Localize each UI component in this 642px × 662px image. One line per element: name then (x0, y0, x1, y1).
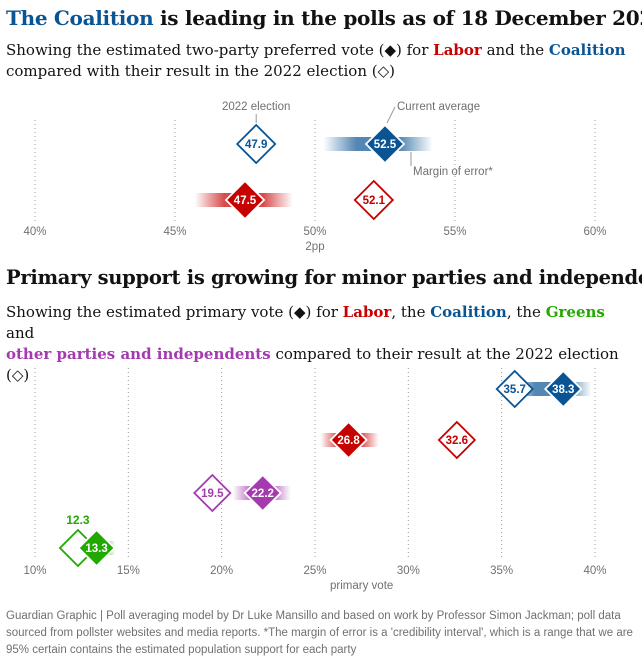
chart1-title-lead: The Coalition (6, 6, 154, 30)
tick-label-40: 40% (23, 226, 46, 238)
tick-label-20: 20% (210, 565, 233, 577)
chart2-subtitle-labor: Labor (342, 303, 392, 321)
tick-label-15: 15% (117, 565, 140, 577)
footer-source: Guardian Graphic | Poll averaging model … (6, 610, 633, 656)
chart2-subtitle-text: Showing the estimated primary vote (◆) f… (6, 303, 343, 321)
annotation-2022-election: 2022 election (222, 101, 290, 113)
tick-label-55: 55% (443, 226, 466, 238)
current-diamond-greens (77, 528, 116, 568)
tick-label-60: 60% (583, 226, 606, 238)
annotation-current-leader (386, 106, 396, 124)
chart2-title: Primary support is growing for minor par… (6, 266, 642, 289)
chart1-subtitle-text: Showing the estimated two-party preferre… (6, 41, 434, 59)
chart1-subtitle-text-2: and the (481, 41, 549, 59)
chart2-subtitle: Showing the estimated primary vote (◆) f… (6, 302, 636, 386)
annotation-current-average: Current average (397, 101, 480, 113)
x-axis-label: primary vote (330, 580, 393, 592)
current-label-coalition: 52.5 (374, 139, 397, 151)
current-label-coalition: 38.3 (552, 384, 574, 396)
annotation-margin-of-error: Margin of error* (413, 166, 493, 178)
tick-label-10: 10% (23, 565, 46, 577)
tick-label-45: 45% (163, 226, 186, 238)
chart1-subtitle-text-3: compared with their result in the 2022 e… (6, 62, 395, 80)
chart1-subtitle: Showing the estimated two-party preferre… (6, 40, 636, 82)
election-diamond-labor (353, 179, 395, 221)
tick-label-25: 25% (303, 565, 326, 577)
election-label-labor: 32.6 (446, 435, 468, 447)
chart2-subtitle-text-5: compared to their result at the 2022 ele… (6, 345, 619, 384)
chart2-subtitle-text-3: , the (506, 303, 546, 321)
chart2-subtitle-other: other parties and independents (6, 345, 271, 363)
election-label-coalition: 35.7 (504, 384, 526, 396)
chart2-subtitle-text-4: and (6, 324, 35, 342)
current-diamond-labor (224, 179, 266, 221)
current-diamond-other (243, 473, 283, 513)
tick-label-40: 40% (583, 565, 606, 577)
chart2-subtitle-greens: Greens (545, 303, 605, 321)
chart2-subtitle-text-2: , the (391, 303, 431, 321)
current-label-labor: 26.8 (337, 435, 360, 447)
chart1-subtitle-coalition: Coalition (548, 41, 626, 59)
election-diamond-other (193, 473, 232, 513)
tick-label-30: 30% (397, 565, 420, 577)
current-diamond-coalition (364, 123, 406, 165)
election-diamond-coalition (235, 123, 277, 165)
current-diamond-coalition (543, 369, 583, 409)
chart1-plot: 40% 45% 50% 55% 60% 2pp 47.9 52.5 52.1 47.5 2022 e… (23, 101, 606, 253)
chart1-subtitle-labor: Labor (433, 41, 482, 59)
chart1-title: The Coalition is leading in the polls as… (6, 6, 642, 30)
election-label-coalition: 47.9 (245, 139, 267, 151)
chart2-subtitle-coalition: Coalition (430, 303, 507, 321)
election-label-labor: 52.1 (363, 195, 386, 207)
current-label-greens: 13.3 (85, 543, 107, 555)
election-label-greens: 12.3 (66, 513, 90, 527)
election-label-other: 19.5 (201, 488, 224, 500)
election-diamond-labor (437, 420, 477, 460)
chart2-plot: 10% 15% 20% 25% 30% 35% 40% primary vote 35.7 38.… (23, 368, 607, 592)
tick-label-35: 35% (490, 565, 513, 577)
current-diamond-labor (329, 420, 368, 460)
current-label-other: 22.2 (252, 488, 274, 500)
tick-label-50: 50% (303, 226, 326, 238)
election-diamond-coalition (495, 369, 535, 409)
x-axis-label: 2pp (305, 241, 324, 253)
current-label-labor: 47.5 (234, 195, 257, 207)
chart1-title-rest: is leading in the polls as of 18 Decembe… (153, 6, 642, 30)
